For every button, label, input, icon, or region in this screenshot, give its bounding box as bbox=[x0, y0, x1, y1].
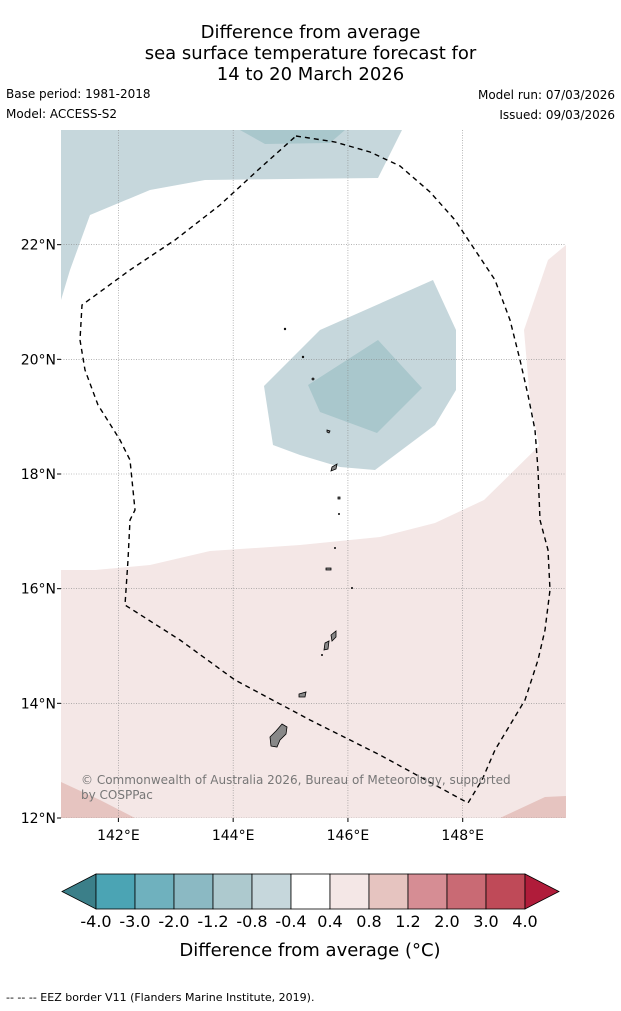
issued-date: Issued: 09/03/2026 bbox=[499, 108, 615, 122]
island-agrihan bbox=[326, 429, 331, 434]
island-small-3 bbox=[283, 327, 287, 331]
colorbar-extend-high bbox=[524, 873, 560, 910]
lon-tick-label: 148°E bbox=[441, 828, 484, 844]
colorbar-tick-label: 0.8 bbox=[356, 912, 381, 931]
colorbar-tick-label: 0.4 bbox=[317, 912, 342, 931]
island-small-7 bbox=[320, 654, 323, 657]
lat-tick-label: 20°N bbox=[21, 352, 56, 368]
lat-tick-label: 22°N bbox=[21, 238, 56, 254]
colorbar-tick-label: 2.0 bbox=[434, 912, 459, 931]
island-rota bbox=[298, 691, 307, 698]
warm-anomaly-region bbox=[61, 440, 566, 818]
island-guam bbox=[269, 723, 288, 748]
island-small-6 bbox=[350, 587, 353, 590]
lon-tick-label: 142°E bbox=[97, 828, 140, 844]
colorbar-segment bbox=[212, 873, 253, 910]
title-line-2: sea surface temperature forecast for bbox=[144, 43, 477, 64]
colorbar-segment bbox=[329, 873, 370, 910]
title-line-3: 14 to 20 March 2026 bbox=[216, 64, 405, 85]
colorbar-tick-label: -0.8 bbox=[236, 912, 267, 931]
colorbar-title: Difference from average (°C) bbox=[179, 940, 440, 961]
cool-anomaly-region-north bbox=[61, 130, 402, 300]
eez-footer-note: -- -- -- EEZ border V11 (Flanders Marine… bbox=[6, 991, 315, 1004]
eez-border bbox=[79, 135, 551, 804]
colorbar-extend-low bbox=[61, 873, 97, 910]
lat-tick-label: 16°N bbox=[21, 582, 56, 598]
copyright-line-1: © Commonwealth of Australia 2026, Bureau… bbox=[81, 773, 511, 787]
axis-labels: 142°E 144°E 146°E 148°E 22°N 20°N 18°N 16°N 14°N… bbox=[21, 238, 484, 844]
copyright-line-2: by COSPPac bbox=[81, 788, 153, 802]
colorbar-segment bbox=[368, 873, 409, 910]
colorbar-tick-label: -4.0 bbox=[80, 912, 111, 931]
model-run: Model run: 07/03/2026 bbox=[477, 88, 615, 102]
island-small-4 bbox=[337, 513, 340, 516]
island-anatahan bbox=[325, 567, 332, 571]
island-pagan bbox=[330, 463, 338, 472]
base-period: Base period: 1981-2018 bbox=[6, 87, 151, 101]
island-small-1 bbox=[311, 377, 315, 381]
island-small-5 bbox=[333, 547, 336, 550]
colorbar-tick-label: -1.2 bbox=[197, 912, 228, 931]
island-asuncion bbox=[337, 496, 341, 500]
lat-tick-label: 14°N bbox=[21, 696, 56, 712]
lat-tick-label: 12°N bbox=[21, 811, 56, 827]
colorbar-segment bbox=[407, 873, 448, 910]
colorbar-tick-label: -2.0 bbox=[158, 912, 189, 931]
colorbar-tick-label: 3.0 bbox=[473, 912, 498, 931]
colorbar-tick-label: -3.0 bbox=[119, 912, 150, 931]
map-title: Difference from average sea surface temp… bbox=[0, 22, 621, 85]
lat-tick-label: 18°N bbox=[21, 467, 56, 483]
model-name: Model: ACCESS-S2 bbox=[6, 107, 118, 121]
warm-anomaly-region-east bbox=[524, 245, 566, 450]
gridlines bbox=[61, 130, 566, 818]
colorbar-segment bbox=[251, 873, 292, 910]
lon-tick-label: 144°E bbox=[212, 828, 255, 844]
title-line-1: Difference from average bbox=[200, 22, 421, 43]
island-tinian bbox=[323, 640, 330, 651]
warm-anomaly-core-sw bbox=[61, 782, 135, 818]
island-small-2 bbox=[301, 355, 305, 359]
colorbar-tick-label: 4.0 bbox=[512, 912, 537, 931]
warm-anomaly-core-se bbox=[500, 796, 566, 818]
map-area: © Commonwealth of Australia 2026, Bureau… bbox=[61, 130, 566, 818]
cool-anomaly-core-central bbox=[308, 340, 422, 433]
colorbar-tick-label: -0.4 bbox=[275, 912, 306, 931]
island-saipan bbox=[330, 630, 337, 642]
colorbar-segment bbox=[446, 873, 487, 910]
colorbar-segment bbox=[485, 873, 526, 910]
colorbar-tick-label: 1.2 bbox=[395, 912, 420, 931]
colorbar-segment bbox=[173, 873, 214, 910]
colorbar: -4.0 -3.0 -2.0 -1.2 -0.8 -0.4 0.4 0.8 1.2 2.0 3.0 4… bbox=[61, 873, 560, 931]
colorbar-segment bbox=[95, 873, 136, 910]
lon-tick-label: 146°E bbox=[327, 828, 370, 844]
colorbar-segment bbox=[290, 873, 331, 910]
land-islands bbox=[269, 327, 353, 748]
colorbar-segment bbox=[134, 873, 175, 910]
cool-anomaly-core-north bbox=[240, 130, 345, 144]
